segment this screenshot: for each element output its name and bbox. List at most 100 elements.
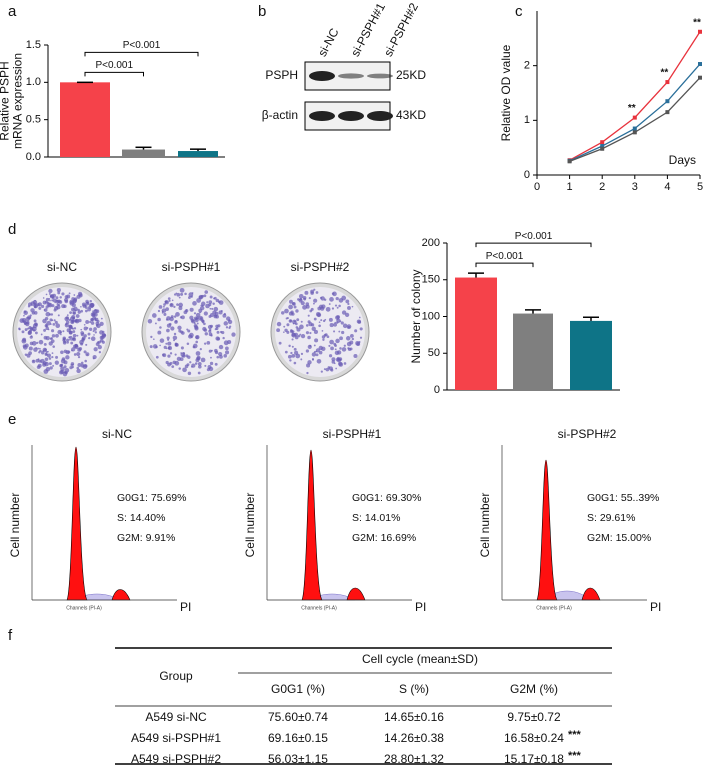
colony (92, 330, 95, 333)
colony (289, 359, 292, 362)
colony (153, 338, 155, 341)
colony (40, 333, 43, 336)
colony (335, 367, 338, 370)
y-tick-label: 50 (428, 347, 440, 359)
colony (325, 306, 331, 312)
colony (54, 360, 59, 365)
colony (162, 353, 167, 358)
line (569, 31, 701, 161)
y-tick-label: 150 (422, 274, 440, 286)
colony (321, 330, 324, 332)
colony (90, 336, 96, 341)
colony (72, 311, 77, 315)
flow-stat: G0G1: 69.30% (352, 492, 421, 504)
colony (61, 357, 66, 361)
significance-label: P<0.001 (123, 40, 161, 51)
colony (50, 337, 53, 340)
colony (349, 334, 354, 338)
colony (88, 336, 91, 340)
colony (322, 338, 325, 341)
blot-band (338, 111, 364, 121)
colony (152, 313, 157, 318)
colony (334, 350, 340, 356)
blot-lane-label: si-PSPH#2 (381, 0, 421, 59)
colony (48, 357, 52, 360)
colony (214, 362, 218, 366)
colony (184, 364, 189, 369)
colony (340, 321, 344, 325)
colony (44, 357, 49, 362)
colony (212, 302, 215, 305)
colony (222, 336, 225, 340)
table-cell: 15.17±0.18 (504, 752, 564, 766)
colony (291, 338, 294, 341)
colony (204, 364, 207, 367)
colony (168, 299, 171, 302)
colony (328, 303, 331, 305)
table-cell: 28.80±1.32 (384, 752, 444, 766)
colony (59, 364, 63, 368)
colony (229, 325, 232, 328)
flow-x-label: PI (180, 600, 191, 614)
colony (98, 351, 102, 354)
colony (60, 333, 62, 336)
colony (173, 332, 177, 336)
colony (180, 346, 184, 350)
colony (341, 310, 347, 315)
colony (42, 297, 45, 299)
colony (315, 353, 319, 357)
colony (283, 331, 285, 333)
colony (206, 301, 209, 304)
flow-stat: G0G1: 75.69% (117, 492, 186, 504)
colony (200, 357, 206, 363)
colony (213, 297, 215, 300)
colony (31, 311, 35, 315)
colony (287, 354, 292, 359)
colony (313, 298, 318, 303)
colony (87, 306, 91, 309)
colony (76, 368, 81, 374)
colony (318, 324, 321, 328)
blot-band (309, 111, 335, 121)
colony (69, 316, 75, 322)
colony (313, 288, 316, 291)
colony (196, 322, 199, 325)
colony (52, 298, 57, 303)
colony (331, 360, 335, 364)
colony (215, 324, 219, 328)
panel-label: f (8, 627, 13, 644)
y-axis-label: mRNA expression (11, 53, 25, 149)
colony (149, 345, 153, 349)
significance-label: ** (661, 68, 669, 79)
x-tick-label: 4 (664, 181, 670, 193)
colony (351, 305, 354, 308)
colony (351, 337, 355, 341)
colony (157, 309, 161, 313)
colony (349, 347, 353, 351)
colony (75, 314, 80, 318)
colony (305, 302, 310, 306)
colony (165, 307, 169, 311)
colony (90, 321, 95, 325)
point (698, 62, 702, 67)
colony (218, 300, 224, 305)
significance-mark: *** (568, 729, 582, 741)
colony (66, 314, 69, 317)
colony (78, 318, 82, 323)
colony (80, 333, 84, 337)
table-cell: A549 si-PSPH#2 (131, 752, 221, 766)
colony (41, 304, 45, 309)
colony (191, 363, 196, 368)
colony (162, 305, 165, 308)
blot-size-label: 43KD (396, 108, 426, 122)
colony (46, 353, 52, 358)
flow-stat: G2M: 15.00% (587, 532, 651, 544)
colony (310, 323, 315, 327)
colony (226, 316, 231, 321)
colony (328, 354, 333, 358)
flow-stat: G0G1: 55..39% (587, 492, 659, 504)
colony (216, 355, 220, 359)
colony (31, 341, 37, 346)
colony (80, 342, 84, 346)
colony (36, 365, 41, 369)
